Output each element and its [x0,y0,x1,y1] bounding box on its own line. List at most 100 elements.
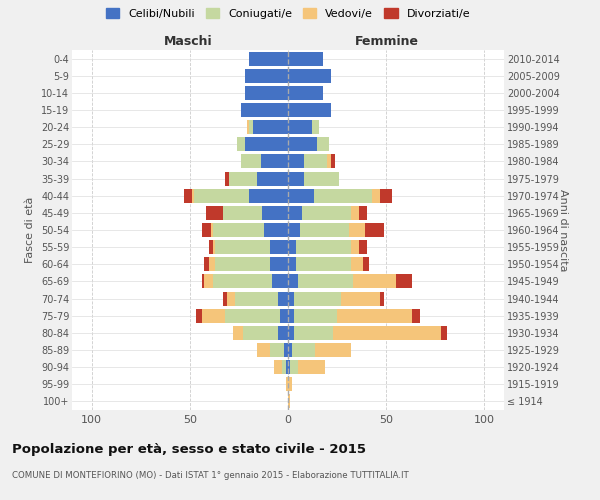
Bar [253,120,288,134]
Bar [288,138,317,151]
Bar [243,326,278,340]
Text: Femmine: Femmine [355,34,419,48]
Bar [353,274,396,288]
Bar [241,154,260,168]
Bar [257,172,288,185]
Bar [286,360,288,374]
Bar [203,274,214,288]
Bar [296,258,351,272]
Y-axis label: Anni di nascita: Anni di nascita [558,188,568,271]
Bar [288,394,290,408]
Bar [298,274,353,288]
Bar [229,172,257,185]
Bar [288,120,311,134]
Bar [294,308,337,322]
Bar [317,138,329,151]
Bar [304,172,339,185]
Bar [292,343,316,357]
Bar [288,326,294,340]
Bar [396,274,412,288]
Bar [247,120,249,134]
Bar [311,120,319,134]
Bar [206,206,223,220]
Bar [192,188,194,202]
Bar [362,258,368,272]
Bar [225,308,280,322]
Text: Popolazione per età, sesso e stato civile - 2015: Popolazione per età, sesso e stato civil… [12,442,366,456]
Bar [235,292,278,306]
Bar [271,343,284,357]
Bar [288,103,331,117]
Bar [194,188,249,202]
Bar [245,68,288,82]
Bar [296,240,351,254]
Bar [341,292,380,306]
Bar [304,154,327,168]
Bar [278,292,288,306]
Bar [288,154,304,168]
Bar [223,292,227,306]
Bar [288,52,323,66]
Bar [288,274,298,288]
Bar [262,206,288,220]
Bar [274,360,282,374]
Bar [380,188,392,202]
Bar [294,292,341,306]
Bar [351,206,359,220]
Bar [333,326,441,340]
Bar [380,292,384,306]
Bar [316,343,351,357]
Bar [214,240,215,254]
Bar [288,360,290,374]
Bar [288,292,294,306]
Bar [215,240,271,254]
Bar [298,360,325,374]
Bar [249,52,288,66]
Bar [359,206,367,220]
Bar [233,326,243,340]
Bar [288,378,292,392]
Bar [225,172,229,185]
Bar [227,292,235,306]
Legend: Celibi/Nubili, Coniugati/e, Vedovi/e, Divorziati/e: Celibi/Nubili, Coniugati/e, Vedovi/e, Di… [106,8,470,19]
Bar [294,326,333,340]
Bar [373,188,380,202]
Bar [209,258,215,272]
Bar [214,223,265,237]
Bar [349,223,365,237]
Bar [314,188,373,202]
Bar [284,343,288,357]
Y-axis label: Fasce di età: Fasce di età [25,197,35,263]
Bar [223,206,262,220]
Bar [288,223,300,237]
Bar [280,308,288,322]
Text: Maschi: Maschi [164,34,213,48]
Bar [271,258,288,272]
Bar [412,308,419,322]
Bar [288,343,292,357]
Bar [278,326,288,340]
Bar [271,240,288,254]
Bar [245,138,288,151]
Bar [288,86,323,100]
Bar [202,308,225,322]
Bar [288,206,302,220]
Bar [288,258,296,272]
Bar [288,240,296,254]
Bar [288,172,304,185]
Bar [257,343,271,357]
Bar [196,308,202,322]
Bar [203,258,209,272]
Bar [214,274,272,288]
Bar [245,86,288,100]
Bar [237,138,245,151]
Bar [202,223,211,237]
Bar [302,206,351,220]
Bar [286,378,288,392]
Bar [282,360,286,374]
Bar [241,103,288,117]
Bar [184,188,192,202]
Bar [351,240,359,254]
Bar [211,223,214,237]
Bar [359,240,367,254]
